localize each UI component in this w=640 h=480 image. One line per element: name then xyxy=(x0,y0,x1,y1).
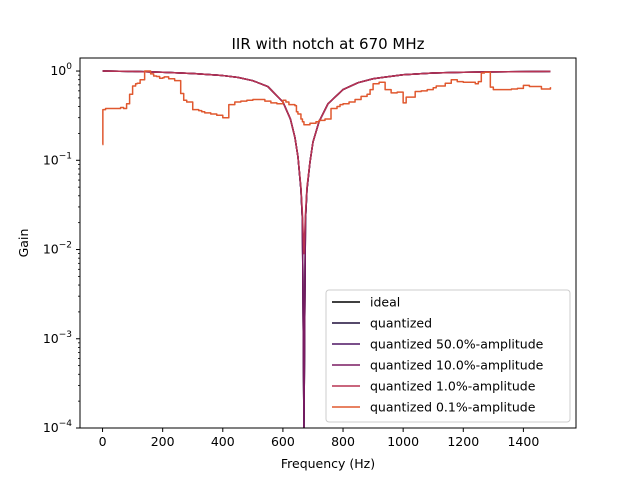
y-axis-label: Gain xyxy=(16,229,31,258)
axes: 0 200 400 600 800 1000 1200 1400 10−4 10−3 10−2 10−… xyxy=(43,62,540,449)
x-tick-label: 1200 xyxy=(447,434,479,449)
series-line-5 xyxy=(102,70,552,146)
series-line-4 xyxy=(102,70,551,255)
legend-label: quantized 50.0%-amplitude xyxy=(370,337,544,352)
chart-title: IIR with notch at 670 MHz xyxy=(231,35,424,53)
x-tick-label: 200 xyxy=(151,434,175,449)
legend-label: quantized 0.1%-amplitude xyxy=(370,400,536,415)
series-lines xyxy=(102,70,552,428)
legend-label: quantized 10.0%-amplitude xyxy=(370,358,544,373)
x-tick-label: 1000 xyxy=(387,434,419,449)
x-tick-label: 800 xyxy=(331,434,355,449)
plot-frame xyxy=(79,57,577,429)
legend-label: quantized xyxy=(370,316,432,331)
legend-box xyxy=(325,289,571,423)
y-tick-label: 10−3 xyxy=(43,330,72,346)
x-axis-label: Frequency (Hz) xyxy=(281,456,375,471)
x-tick-label: 400 xyxy=(211,434,235,449)
legend-label: quantized 1.0%-amplitude xyxy=(370,379,536,394)
x-tick-label: 1400 xyxy=(507,434,539,449)
x-tick-label: 600 xyxy=(271,434,295,449)
y-tick-label: 10−1 xyxy=(43,151,72,167)
y-tick-label: 10−2 xyxy=(43,241,72,257)
legend: ideal quantized quantized 50.0%-amplitude q… xyxy=(325,289,571,423)
legend-label: ideal xyxy=(370,295,400,310)
y-tick-label: 10−4 xyxy=(43,419,72,435)
x-tick-label: 0 xyxy=(99,434,107,449)
y-tick-label: 100 xyxy=(50,62,72,78)
